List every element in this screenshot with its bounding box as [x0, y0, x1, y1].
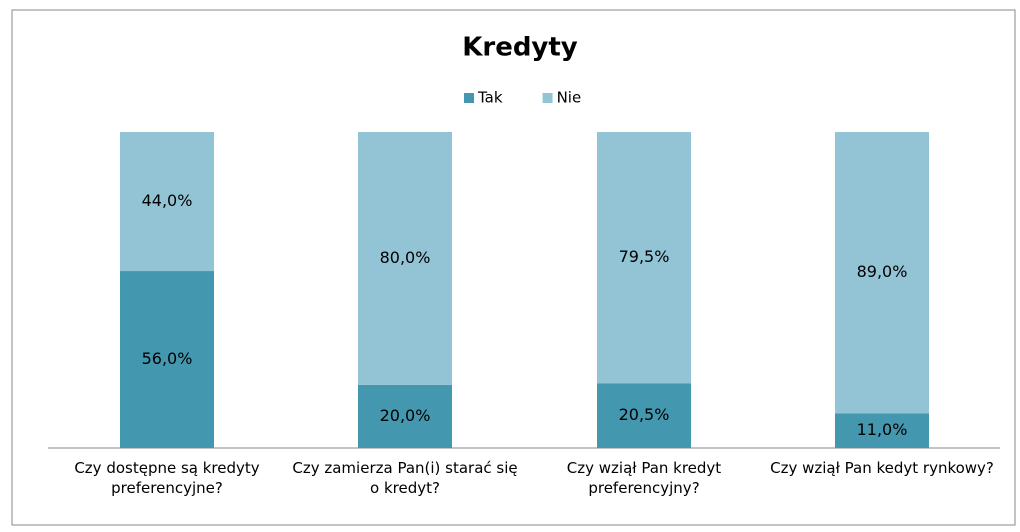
x-tick-label: Czy dostępne są kredyty preferencyjne?	[74, 459, 260, 497]
data-label: 20,0%	[380, 406, 431, 425]
bar-segment	[835, 132, 929, 414]
data-label: 80,0%	[380, 248, 431, 267]
legend-swatch	[464, 93, 474, 103]
legend-swatch	[542, 93, 553, 103]
bar-segment	[358, 132, 452, 385]
bar-segment	[835, 413, 929, 448]
bar-segment	[597, 383, 691, 448]
x-tick-label: Czy zamierza Pan(i) starać się o kredyt?	[292, 459, 518, 497]
bar-segment	[120, 132, 214, 272]
data-label: 89,0%	[857, 262, 908, 281]
data-label: 11,0%	[857, 420, 908, 439]
legend-label: Nie	[557, 89, 582, 107]
data-label: 44,0%	[142, 191, 193, 210]
x-tick-label: Czy wziął Pan kredyt preferencyjny?	[566, 459, 722, 497]
bar-segment	[358, 384, 452, 448]
chart-title: Kredyty	[462, 33, 578, 63]
legend-label: Tak	[477, 89, 503, 107]
data-label: 79,5%	[619, 247, 670, 266]
x-tick-label: Czy wziął Pan kedyt rynkowy?	[770, 459, 994, 477]
data-label: 20,5%	[619, 405, 670, 424]
bar-segment	[597, 132, 691, 384]
data-label: 56,0%	[142, 349, 193, 368]
bar-segment	[120, 271, 214, 448]
